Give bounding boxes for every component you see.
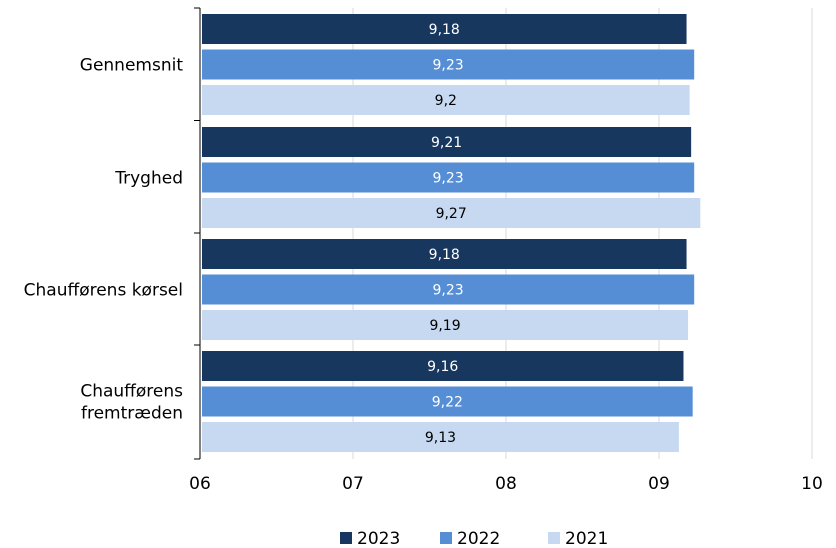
bar-2021-2 [202, 310, 689, 340]
x-tick-label: 07 [342, 474, 364, 494]
bar-value-label: 9,27 [436, 206, 467, 222]
bar-value-label: 9,22 [432, 395, 463, 411]
bar-value-label: 9,21 [431, 135, 462, 151]
chart-legend: 2023 2022 2021 [340, 529, 608, 548]
bar-value-label: 9,18 [429, 247, 460, 263]
bar-value-label: 9,23 [433, 283, 464, 299]
legend-label: 2022 [457, 529, 500, 548]
bar-value-label: 9,16 [427, 359, 458, 375]
bar-2023-0 [202, 14, 687, 44]
legend-swatch-2023 [340, 532, 352, 544]
x-tick-label: 08 [495, 474, 517, 494]
category-label: Chaufførens [80, 382, 183, 402]
bar-value-label: 9,19 [429, 318, 460, 334]
bar-2021-3 [202, 422, 679, 452]
bar-2022-3 [202, 386, 693, 417]
x-tick-label: 10 [801, 474, 823, 494]
bar-2022-0 [202, 49, 695, 80]
bar-value-label: 9,23 [433, 58, 464, 74]
bar-2023-3 [202, 351, 684, 381]
chart-bars: 9,18 9,23 9,2 9,21 9,23 9,27 9,18 9,23 9,19 9,16 9… [202, 14, 701, 452]
category-label: Chaufførens kørsel [24, 281, 183, 301]
legend-swatch-2022 [440, 532, 452, 544]
chart-grid [352, 8, 813, 459]
bar-2021-0 [202, 85, 690, 115]
category-label: fremtræden [81, 404, 183, 424]
legend-swatch-2021 [548, 532, 560, 544]
chart-axis: 06 07 08 09 10 Gennemsnit Tryghed Chaufførens k… [24, 7, 823, 494]
bar-2023-1 [202, 127, 692, 157]
bar-value-label: 9,2 [435, 93, 457, 109]
category-label: Gennemsnit [80, 56, 184, 76]
x-tick-label: 09 [648, 474, 670, 494]
bar-value-label: 9,13 [425, 430, 456, 446]
x-tick-label: 06 [189, 474, 211, 494]
bar-2022-1 [202, 162, 695, 193]
category-label: Tryghed [114, 169, 183, 189]
legend-label: 2023 [357, 529, 400, 548]
bar-2022-2 [202, 274, 695, 305]
bar-2023-2 [202, 239, 687, 269]
bar-value-label: 9,18 [429, 22, 460, 38]
bar-value-label: 9,23 [433, 171, 464, 187]
bar-2021-1 [202, 198, 701, 228]
legend-label: 2021 [565, 529, 608, 548]
